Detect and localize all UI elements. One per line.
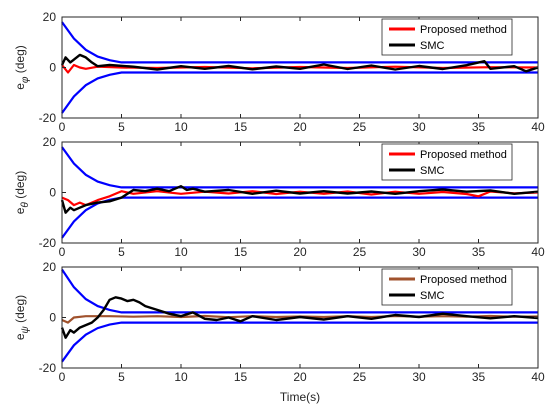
- bound-lower-line: [61, 71, 538, 114]
- panel-e-theta: 0 5 10 15 20 25 30 35 40 200-20 eθ (deg) Propose…: [13, 135, 545, 259]
- panel-e-psi: 0 5 10 15 20 25 30 35 40 200-20 eψ (deg) Time(s)…: [13, 260, 545, 404]
- bound-upper-line: [61, 146, 538, 189]
- y-tick-label: -20: [39, 361, 57, 375]
- x-tick-label: 25: [353, 120, 367, 134]
- y-axis-label-sub: ψ: [20, 325, 31, 333]
- x-tick-label: 5: [118, 120, 125, 134]
- legend-label-smc: SMC: [420, 165, 445, 177]
- x-axis-label: Time(s): [280, 390, 320, 404]
- series-smc-line: [60, 184, 539, 214]
- x-tick-label: 35: [472, 245, 486, 259]
- x-tick-label: 15: [234, 370, 248, 384]
- x-tick-label: 25: [353, 245, 367, 259]
- y-tick-label: -20: [39, 236, 57, 250]
- y-tick-label: 0: [49, 186, 56, 200]
- x-tick-label: 35: [472, 120, 486, 134]
- x-tick-label: 5: [118, 370, 125, 384]
- x-tick-label: 30: [412, 370, 426, 384]
- legend-box: [381, 18, 513, 56]
- panel-e-phi: 0 5 10 15 20 25 30 35 40 200-20 eφ (deg) Propose…: [13, 10, 545, 134]
- x-tick-label: 40: [531, 370, 545, 384]
- x-tick-label: 10: [174, 120, 188, 134]
- series-proposed-line: [61, 314, 539, 324]
- x-tick-label: 10: [174, 245, 188, 259]
- x-tick-label: 15: [234, 120, 248, 134]
- x-tick-label: 5: [118, 245, 125, 259]
- y-axis-label-main: e: [13, 83, 27, 90]
- legend-label-proposed: Proposed method: [420, 149, 507, 161]
- series-proposed-line: [61, 63, 539, 74]
- x-tick-label: 10: [174, 370, 188, 384]
- x-tick-label: 20: [293, 120, 307, 134]
- y-axis-label-unit: (deg): [13, 295, 27, 326]
- x-tick-label: 0: [59, 120, 66, 134]
- legend-label-smc: SMC: [420, 290, 445, 302]
- y-tick-label: 0: [49, 61, 56, 75]
- y-tick-label: -20: [39, 111, 57, 125]
- y-tick-label: 20: [43, 260, 57, 274]
- x-tick-label: 20: [293, 370, 307, 384]
- bound-upper-line: [61, 268, 538, 314]
- y-axis-label: eψ (deg): [13, 295, 31, 340]
- y-axis-label-unit: (deg): [13, 171, 27, 202]
- series-smc-line: [60, 53, 539, 73]
- x-tick-label: 40: [531, 120, 545, 134]
- y-axis-label: eφ (deg): [13, 45, 31, 90]
- y-axis-label-unit: (deg): [13, 45, 27, 76]
- legend-label-proposed: Proposed method: [420, 24, 507, 36]
- legend: Proposed method SMC: [381, 143, 513, 181]
- bound-upper-line: [61, 21, 538, 64]
- y-axis-label-main: e: [13, 333, 27, 340]
- legend-label-smc: SMC: [420, 40, 445, 52]
- y-axis-label-main: e: [13, 207, 27, 214]
- y-tick-label: 20: [43, 10, 57, 24]
- y-tick-label: 0: [49, 311, 56, 325]
- legend-box: [381, 268, 513, 306]
- legend: Proposed method SMC: [381, 268, 513, 306]
- x-tick-label: 15: [234, 245, 248, 259]
- series-smc-line: [60, 296, 539, 339]
- y-axis-label-sub: φ: [20, 76, 31, 83]
- x-tick-label: 30: [412, 120, 426, 134]
- y-axis-label-sub: θ: [20, 202, 31, 208]
- x-tick-label: 30: [412, 245, 426, 259]
- y-axis-label: eθ (deg): [13, 171, 31, 214]
- legend-label-proposed: Proposed method: [420, 274, 507, 286]
- legend: Proposed method SMC: [381, 18, 513, 56]
- x-tick-label: 25: [353, 370, 367, 384]
- x-tick-label: 35: [472, 370, 486, 384]
- x-tick-label: 40: [531, 245, 545, 259]
- y-tick-label: 20: [43, 135, 57, 149]
- x-tick-label: 0: [59, 370, 66, 384]
- x-tick-label: 0: [59, 245, 66, 259]
- bound-lower-line: [61, 321, 538, 363]
- legend-box: [381, 143, 513, 181]
- x-tick-label: 20: [293, 245, 307, 259]
